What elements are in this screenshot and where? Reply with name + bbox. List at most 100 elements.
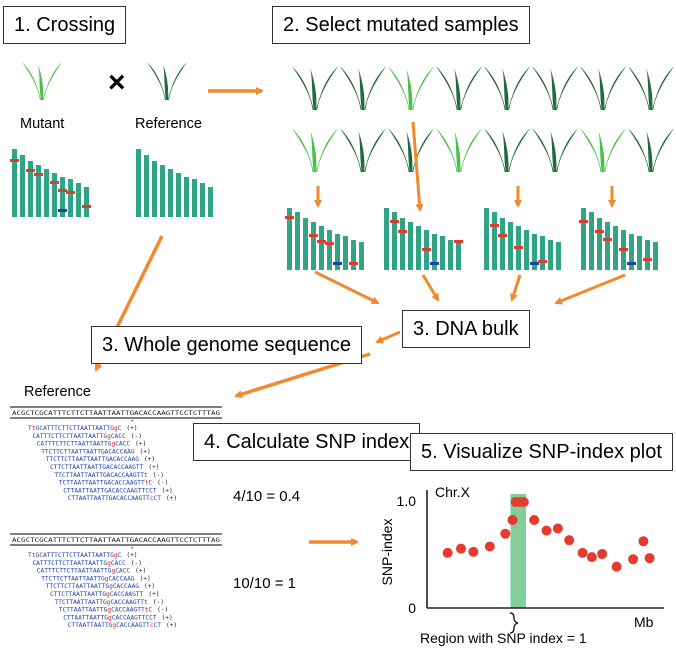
read-base: T bbox=[46, 456, 50, 463]
snp-marker bbox=[309, 234, 318, 237]
read-base: A bbox=[83, 495, 87, 502]
read-base: C bbox=[60, 575, 64, 582]
chromosome-bar bbox=[52, 173, 57, 217]
read-base: g bbox=[107, 433, 111, 440]
snp-marker bbox=[285, 216, 294, 219]
chromosome-bar bbox=[343, 236, 348, 270]
plant-icon bbox=[484, 66, 530, 110]
read-base: G bbox=[131, 448, 135, 455]
read-base: A bbox=[71, 448, 75, 455]
read-base: T bbox=[69, 591, 73, 598]
read-base: T bbox=[59, 568, 63, 575]
read-base: G bbox=[105, 583, 109, 590]
read-base: T bbox=[81, 607, 85, 614]
read-base: T bbox=[100, 560, 104, 567]
read-base: C bbox=[37, 568, 41, 575]
read-base: C bbox=[67, 568, 71, 575]
read-base: A bbox=[79, 622, 83, 629]
read-base: T bbox=[68, 583, 72, 590]
read-base: T bbox=[86, 487, 90, 494]
read-base: A bbox=[129, 599, 133, 606]
read-base: G bbox=[109, 495, 113, 502]
chromosome-set bbox=[285, 208, 364, 270]
snp-marker bbox=[490, 224, 499, 227]
causal-snp-marker bbox=[627, 262, 636, 265]
read-base: A bbox=[130, 614, 134, 621]
snp-marker bbox=[325, 242, 334, 245]
read-base: T bbox=[97, 575, 101, 582]
plant-icon bbox=[292, 66, 338, 110]
read-base: T bbox=[63, 568, 67, 575]
read-sequence: TTCTTCTTAATTAATTGACACCAAG (+) bbox=[46, 456, 156, 463]
read-sequence: TTCTTAATTAATTGACACCAAGTTt (-) bbox=[54, 472, 164, 479]
chromosome-set bbox=[10, 149, 91, 217]
read-base: T bbox=[98, 456, 102, 463]
read-base: A bbox=[77, 472, 81, 479]
plant-leaf-right bbox=[604, 66, 626, 110]
chromosome-bar bbox=[200, 183, 205, 217]
snp-point bbox=[628, 554, 639, 565]
read-base: T bbox=[67, 487, 71, 494]
chromosome-bar bbox=[492, 212, 497, 270]
read-sequence: CATTTCTTCTTAATTAATTGgCACC (+) bbox=[37, 441, 147, 448]
read-base: T bbox=[103, 425, 107, 432]
read-base: T bbox=[48, 441, 52, 448]
read-base: A bbox=[117, 583, 121, 590]
read-base: T bbox=[95, 464, 99, 471]
chromosome-bar bbox=[12, 149, 17, 217]
read-sequence: TtGCATTTCTTCTTAATTAATTGgC (+) bbox=[28, 425, 138, 432]
read-base: C bbox=[118, 560, 122, 567]
read-sequence: TTCTTCTTAATTAATTGgCACCAAG (+) bbox=[46, 583, 156, 590]
plant-leaf-center bbox=[454, 68, 461, 110]
chromosome-bar bbox=[192, 179, 197, 217]
read-base: C bbox=[120, 575, 124, 582]
flow-arrow bbox=[314, 270, 380, 305]
read-base: A bbox=[99, 425, 103, 432]
read-base: C bbox=[63, 607, 67, 614]
read-base: G bbox=[132, 591, 136, 598]
read-base: T bbox=[77, 552, 81, 559]
chromosome-bar bbox=[548, 240, 553, 270]
plant-leaf-center bbox=[358, 130, 365, 172]
chromosome-bar bbox=[168, 169, 173, 217]
snp-point bbox=[552, 523, 563, 534]
read-base: T bbox=[101, 614, 105, 621]
read-base: A bbox=[106, 464, 110, 471]
read-base: C bbox=[58, 425, 62, 432]
read-strand: (-) bbox=[153, 599, 164, 606]
read-sequence: CTTAATTAATTGgCACCAAGTTCCT (+) bbox=[63, 614, 173, 621]
read-base: G bbox=[135, 583, 139, 590]
read-base: C bbox=[110, 599, 114, 606]
plant-leaf-center bbox=[406, 130, 413, 172]
read-base: g bbox=[105, 575, 109, 582]
read-base: A bbox=[88, 560, 92, 567]
read-base: T bbox=[88, 552, 92, 559]
read-base: C bbox=[145, 487, 149, 494]
read-base: A bbox=[72, 591, 76, 598]
read-base: T bbox=[81, 433, 85, 440]
read-base: T bbox=[82, 448, 86, 455]
read-base: C bbox=[110, 472, 114, 479]
read-sequence: CTTAATTAATTGACACCAAGTTcCT (+) bbox=[68, 495, 178, 502]
flow-arrow bbox=[554, 273, 626, 305]
read-base: A bbox=[74, 607, 78, 614]
plant-icon bbox=[628, 66, 674, 110]
read-base: A bbox=[88, 599, 92, 606]
read-sequence: TCTTAATTAATTGgCACCAAGTTtC (-) bbox=[59, 607, 169, 614]
read-base: c bbox=[150, 495, 154, 502]
read-base: A bbox=[43, 425, 47, 432]
read-base: A bbox=[89, 487, 93, 494]
chromosome-bar bbox=[36, 165, 41, 217]
read-base: C bbox=[123, 487, 127, 494]
plant-leaf-left bbox=[436, 128, 458, 172]
plant-leaf-right bbox=[652, 66, 674, 110]
read-base: C bbox=[126, 441, 130, 448]
flow-arrow bbox=[375, 330, 401, 344]
read-base: T bbox=[59, 607, 63, 614]
read-base: T bbox=[95, 472, 99, 479]
read-strand: (-) bbox=[131, 433, 142, 440]
plant-leaf-center bbox=[550, 130, 557, 172]
read-strand: (+) bbox=[144, 456, 155, 463]
read-base: g bbox=[107, 607, 111, 614]
read-base: G bbox=[133, 480, 137, 487]
